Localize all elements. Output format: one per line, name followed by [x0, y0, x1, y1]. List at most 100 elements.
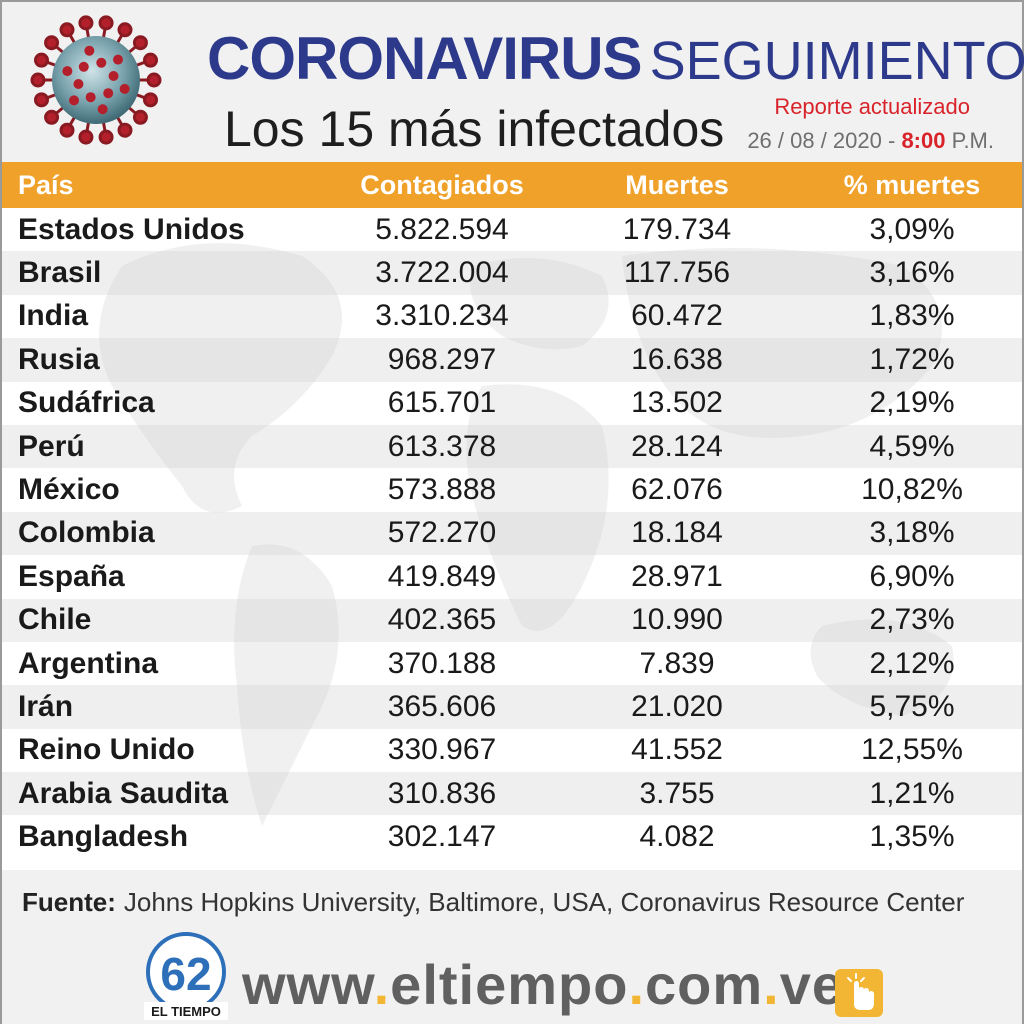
cases-cell: 572.270 [387, 516, 497, 550]
country-cell: Chile [18, 603, 92, 637]
death-pct-cell: 3,09% [869, 212, 955, 246]
report-label: Reporte actualizado [774, 94, 970, 119]
cases-cell: 615.701 [387, 386, 497, 420]
cases-cell: 613.378 [387, 429, 497, 463]
virus-spike-head [78, 15, 94, 31]
death-pct-cell: 5,75% [869, 689, 955, 723]
header: CORONAVIRUS SEGUIMIENTO Los 15 más infect… [2, 2, 1024, 162]
url-part: eltiempo [390, 953, 629, 1016]
time-suffix: P.M. [951, 128, 994, 153]
virus-spike-head [143, 52, 159, 68]
coronavirus-illustration [30, 15, 162, 145]
el-tiempo-logo: 62 EL TIEMPO [144, 932, 228, 1020]
table-row: Chile 402.365 10.990 2,73% [2, 598, 1022, 642]
death-pct-cell: 12,55% [861, 733, 963, 767]
url-part: ve [779, 953, 845, 1016]
country-cell: Brasil [18, 256, 102, 290]
deaths-cell: 21.020 [631, 689, 723, 723]
country-cell: Irán [18, 689, 74, 723]
virus-surface-spot [119, 83, 130, 94]
logo-name: EL TIEMPO [151, 1004, 221, 1019]
column-header-country: País [18, 169, 74, 200]
virus-spike-head [132, 35, 148, 51]
virus-surface-spot [62, 66, 73, 77]
virus-spike-head [30, 72, 46, 88]
table-row: India 3.310.234 60.472 1,83% [2, 294, 1022, 339]
death-pct-cell: 1,35% [869, 820, 955, 854]
virus-spike-head [146, 72, 162, 88]
logo-number: 62 [160, 948, 211, 1000]
table-row: Colombia 572.270 18.184 3,18% [2, 511, 1022, 556]
virus-spike-head [44, 35, 60, 51]
table-row: Rusia 968.297 16.638 1,72% [2, 338, 1022, 382]
virus-spike-head [117, 122, 133, 138]
country-cell: Rusia [18, 342, 100, 376]
table-row: Reino Unido 330.967 41.552 12,55% [2, 728, 1022, 773]
table-row: México 573.888 62.076 10,82% [2, 468, 1022, 512]
deaths-cell: 60.472 [631, 299, 723, 333]
death-pct-cell: 3,18% [869, 516, 955, 550]
date-text: 26 / 08 / 2020 - [747, 128, 896, 153]
deaths-cell: 117.756 [623, 256, 731, 290]
url-dot: . [763, 953, 780, 1016]
country-cell: España [18, 559, 125, 593]
column-header-deaths: Muertes [625, 169, 729, 200]
time-text: 8:00 [901, 128, 946, 153]
cases-cell: 573.888 [387, 473, 497, 507]
deaths-cell: 3.755 [639, 776, 715, 810]
death-pct-cell: 1,72% [869, 342, 955, 376]
virus-surface-spot [85, 92, 96, 103]
death-pct-cell: 10,82% [861, 473, 963, 507]
cases-cell: 3.310.234 [375, 299, 509, 333]
title-main: CORONAVIRUS [207, 25, 643, 92]
virus-surface-spot [97, 104, 108, 115]
table-row: Arabia Saudita 310.836 3.755 1,21% [2, 772, 1022, 816]
title-sub: SEGUIMIENTO [649, 31, 1024, 91]
website-url[interactable]: www.eltiempo.com.ve [242, 952, 844, 1017]
country-cell: Colombia [18, 516, 155, 550]
table-body: Estados Unidos 5.822.594 179.734 3,09% B… [2, 208, 1022, 859]
cases-cell: 3.722.004 [375, 256, 509, 290]
table-row: Perú 613.378 28.124 4,59% [2, 424, 1022, 469]
deaths-cell: 41.552 [631, 733, 723, 767]
death-pct-cell: 6,90% [869, 559, 955, 593]
url-dot: . [373, 953, 391, 1016]
cases-cell: 402.365 [387, 603, 497, 637]
virus-spike-head [117, 22, 133, 38]
virus-spike-head [33, 52, 49, 68]
virus-surface-spot [103, 88, 114, 99]
source-line: Fuente: Johns Hopkins University, Baltim… [2, 872, 1022, 932]
country-cell: Arabia Saudita [18, 776, 229, 810]
deaths-cell: 62.076 [631, 473, 723, 507]
cases-cell: 310.836 [387, 776, 497, 810]
death-pct-cell: 1,21% [869, 776, 955, 810]
death-pct-cell: 2,12% [869, 646, 955, 680]
url-part: www [242, 953, 374, 1016]
deaths-cell: 179.734 [622, 212, 732, 246]
deaths-cell: 4.082 [639, 820, 715, 854]
deaths-cell: 13.502 [631, 386, 723, 420]
report-date: 26 / 08 / 2020 - 8:00 P.M. [747, 128, 994, 154]
click-hand-icon [835, 969, 883, 1017]
url-part: com [645, 953, 764, 1016]
source-label: Fuente: [22, 886, 116, 917]
death-pct-cell: 4,59% [869, 429, 955, 463]
country-cell: Estados Unidos [18, 212, 245, 246]
deaths-cell: 18.184 [631, 516, 723, 550]
death-pct-cell: 2,19% [869, 386, 955, 420]
virus-spike-head [98, 129, 114, 145]
virus-spike-head [44, 109, 60, 125]
table-row: Bangladesh 302.147 4.082 1,35% [2, 815, 1022, 859]
virus-spike-head [143, 92, 159, 108]
death-pct-cell: 1,83% [869, 299, 955, 333]
table-row: Sudáfrica 615.701 13.502 2,19% [2, 381, 1022, 425]
virus-spike-head [78, 129, 94, 145]
cases-cell: 330.967 [387, 733, 497, 767]
table-row: Irán 365.606 21.020 5,75% [2, 685, 1022, 729]
table-row: España 419.849 28.971 6,90% [2, 555, 1022, 599]
virus-spike-head [59, 22, 75, 38]
virus-surface-spot [113, 54, 124, 65]
cases-cell: 419.849 [387, 559, 497, 593]
cases-cell: 968.297 [387, 342, 497, 376]
